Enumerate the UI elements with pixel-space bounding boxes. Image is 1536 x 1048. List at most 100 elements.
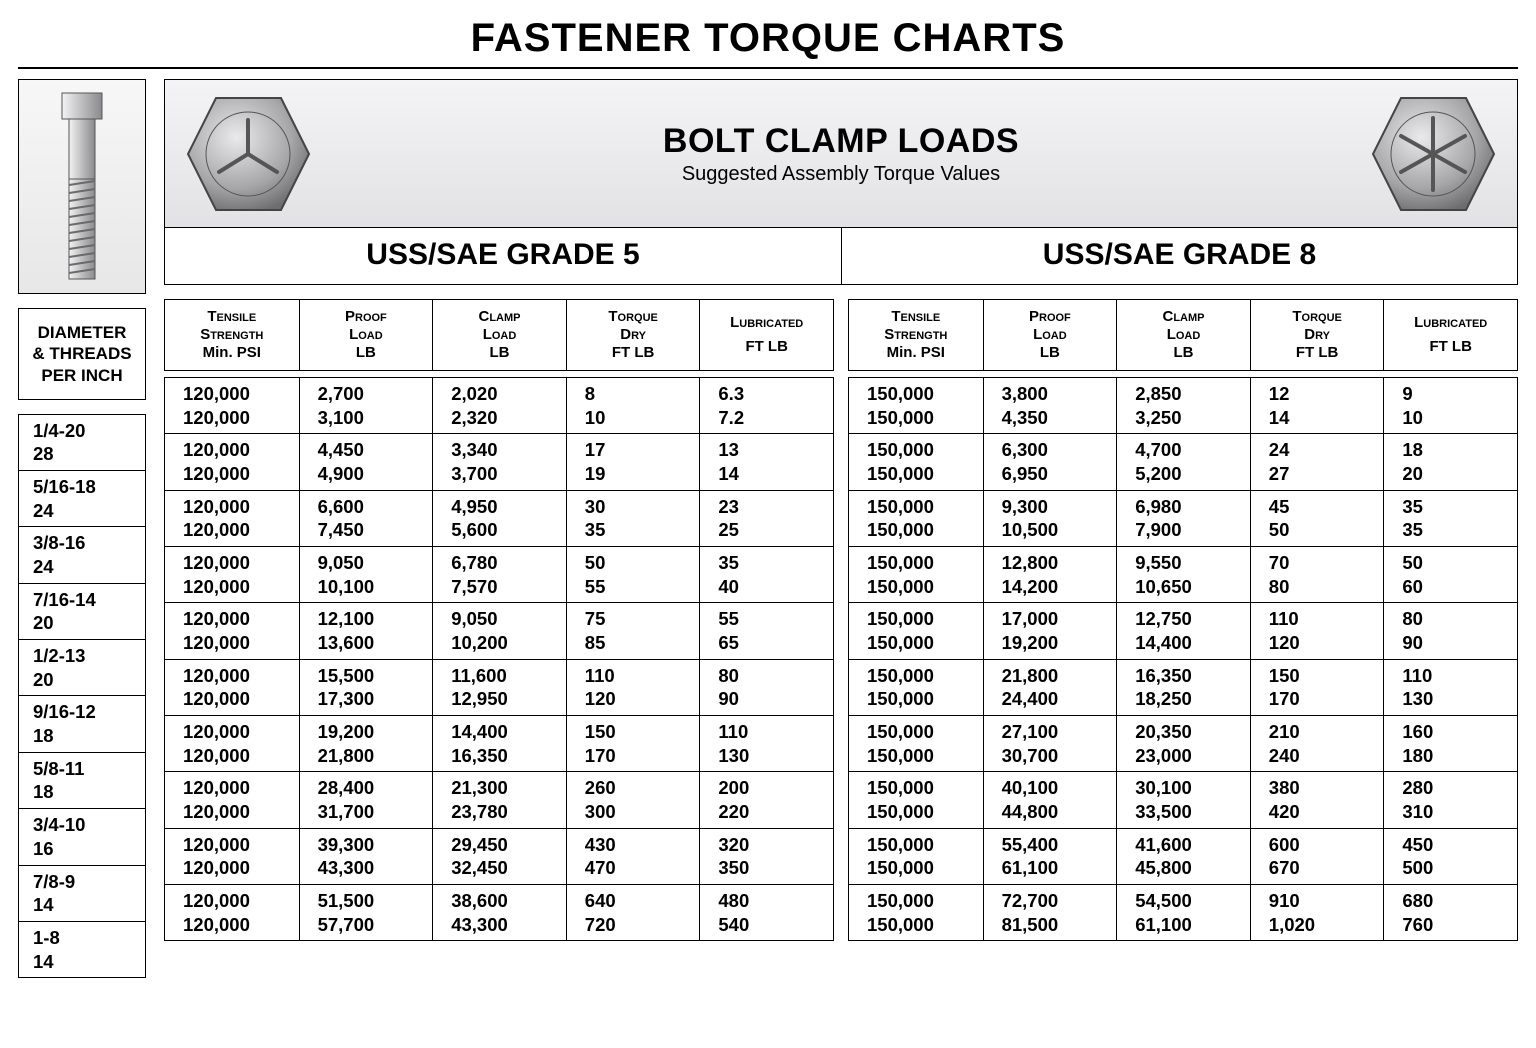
table-cell: 480540 xyxy=(699,885,833,940)
table-cell: 29,45032,450 xyxy=(432,829,566,884)
table-cell: 150,000150,000 xyxy=(849,547,983,602)
table-cell: 51,50057,700 xyxy=(299,885,433,940)
table-row: 150,000150,00021,80024,40016,35018,25015… xyxy=(849,659,1517,715)
table-cell: 150,000150,000 xyxy=(849,603,983,658)
table-cell: 20,35023,000 xyxy=(1116,716,1250,771)
table-cell: 810 xyxy=(566,378,700,433)
table-cell: 17,00019,200 xyxy=(983,603,1117,658)
table-cell: 110130 xyxy=(1383,660,1517,715)
table-row: 150,000150,00027,10030,70020,35023,00021… xyxy=(849,715,1517,771)
table-cell: 910 xyxy=(1383,378,1517,433)
table-cell: 160180 xyxy=(1383,716,1517,771)
table-cell: 9,05010,200 xyxy=(432,603,566,658)
table-cell: 21,30023,780 xyxy=(432,772,566,827)
table-cell: 30,10033,500 xyxy=(1116,772,1250,827)
grade5-label: USS/SAE GRADE 5 xyxy=(165,228,841,284)
table-cell: 110120 xyxy=(566,660,700,715)
headers-grade5: TensileStrengthMin. PSIProofLoadLBClampL… xyxy=(164,299,834,371)
table-cell: 38,60043,300 xyxy=(432,885,566,940)
table-cell: 3540 xyxy=(699,547,833,602)
rowhead-l3: PER INCH xyxy=(23,365,141,386)
table-cell: 1214 xyxy=(1250,378,1384,433)
table-cell: 15,50017,300 xyxy=(299,660,433,715)
page-title: FASTENER TORQUE CHARTS xyxy=(18,16,1518,61)
table-cell: 9101,020 xyxy=(1250,885,1384,940)
table-cell: 55,40061,100 xyxy=(983,829,1117,884)
table-cell: 150,000150,000 xyxy=(849,716,983,771)
table-cell: 150,000150,000 xyxy=(849,660,983,715)
hex-grade5-icon xyxy=(181,90,316,218)
table-cell: 430470 xyxy=(566,829,700,884)
table-row: 150,000150,00012,80014,2009,55010,650708… xyxy=(849,546,1517,602)
table-row: 120,000120,0006,6007,4504,9505,600303523… xyxy=(165,490,833,546)
table-cell: 12,10013,600 xyxy=(299,603,433,658)
table-row: 120,000120,0002,7003,1002,0202,3208106.3… xyxy=(165,378,833,433)
table-cell: 150,000150,000 xyxy=(849,885,983,940)
table-cell: 72,70081,500 xyxy=(983,885,1117,940)
size-cell: 7/16-1420 xyxy=(19,583,145,639)
table-cell: 150,000150,000 xyxy=(849,829,983,884)
table-cell: 54,50061,100 xyxy=(1116,885,1250,940)
title-rule xyxy=(18,67,1518,69)
table-cell: 5055 xyxy=(566,547,700,602)
table-cell: 6,7807,570 xyxy=(432,547,566,602)
table-cell: 2325 xyxy=(699,491,833,546)
bolt-illustration-box xyxy=(18,79,146,294)
table-cell: 5565 xyxy=(699,603,833,658)
column-headers: TensileStrengthMin. PSIProofLoadLBClampL… xyxy=(164,299,1518,371)
size-cell: 1/4-2028 xyxy=(19,415,145,470)
right-column: BOLT CLAMP LOADS Suggested Assembly Torq… xyxy=(164,79,1518,978)
table-cell: 21,80024,400 xyxy=(983,660,1117,715)
size-cell: 5/8-1118 xyxy=(19,752,145,808)
table-cell: 19,20021,800 xyxy=(299,716,433,771)
column-header: LubricatedFT LB xyxy=(699,300,833,370)
column-header: ProofLoadLB xyxy=(983,300,1117,370)
data-grade5: 120,000120,0002,7003,1002,0202,3208106.3… xyxy=(164,377,834,941)
table-cell: 6,3006,950 xyxy=(983,434,1117,489)
column-header: TensileStrengthMin. PSI xyxy=(165,300,299,370)
column-header: ClampLoadLB xyxy=(1116,300,1250,370)
table-cell: 4,4504,900 xyxy=(299,434,433,489)
table-cell: 150,000150,000 xyxy=(849,772,983,827)
banner-subtitle: Suggested Assembly Torque Values xyxy=(316,163,1366,186)
table-row: 120,000120,00012,10013,6009,05010,200758… xyxy=(165,602,833,658)
bolt-side-icon xyxy=(42,89,122,284)
table-cell: 120,000120,000 xyxy=(165,660,299,715)
row-header-box: DIAMETER & THREADS PER INCH xyxy=(18,308,146,400)
column-header: ClampLoadLB xyxy=(432,300,566,370)
size-cell: 3/4-1016 xyxy=(19,808,145,864)
table-cell: 450500 xyxy=(1383,829,1517,884)
table-cell: 2,0202,320 xyxy=(432,378,566,433)
size-cell: 1-814 xyxy=(19,921,145,977)
table-cell: 8090 xyxy=(699,660,833,715)
table-cell: 120,000120,000 xyxy=(165,885,299,940)
table-cell: 27,10030,700 xyxy=(983,716,1117,771)
table-cell: 110130 xyxy=(699,716,833,771)
table-cell: 110120 xyxy=(1250,603,1384,658)
column-header: LubricatedFT LB xyxy=(1383,300,1517,370)
table-cell: 8090 xyxy=(1383,603,1517,658)
table-cell: 260300 xyxy=(566,772,700,827)
table-cell: 12,80014,200 xyxy=(983,547,1117,602)
main-layout: DIAMETER & THREADS PER INCH 1/4-20285/16… xyxy=(18,79,1518,978)
left-column: DIAMETER & THREADS PER INCH 1/4-20285/16… xyxy=(18,79,146,978)
table-cell: 1719 xyxy=(566,434,700,489)
table-cell: 12,75014,400 xyxy=(1116,603,1250,658)
table-cell: 16,35018,250 xyxy=(1116,660,1250,715)
table-cell: 120,000120,000 xyxy=(165,829,299,884)
table-cell: 200220 xyxy=(699,772,833,827)
table-cell: 2427 xyxy=(1250,434,1384,489)
table-cell: 4,7005,200 xyxy=(1116,434,1250,489)
table-cell: 150170 xyxy=(1250,660,1384,715)
grade8-label: USS/SAE GRADE 8 xyxy=(841,228,1517,284)
table-cell: 7080 xyxy=(1250,547,1384,602)
table-row: 120,000120,00039,30043,30029,45032,45043… xyxy=(165,828,833,884)
table-cell: 3535 xyxy=(1383,491,1517,546)
table-cell: 9,55010,650 xyxy=(1116,547,1250,602)
table-row: 120,000120,00028,40031,70021,30023,78026… xyxy=(165,771,833,827)
table-cell: 120,000120,000 xyxy=(165,772,299,827)
size-cell: 7/8-914 xyxy=(19,865,145,921)
table-row: 150,000150,0009,30010,5006,9807,90045503… xyxy=(849,490,1517,546)
table-cell: 3,3403,700 xyxy=(432,434,566,489)
headers-grade8: TensileStrengthMin. PSIProofLoadLBClampL… xyxy=(848,299,1518,371)
